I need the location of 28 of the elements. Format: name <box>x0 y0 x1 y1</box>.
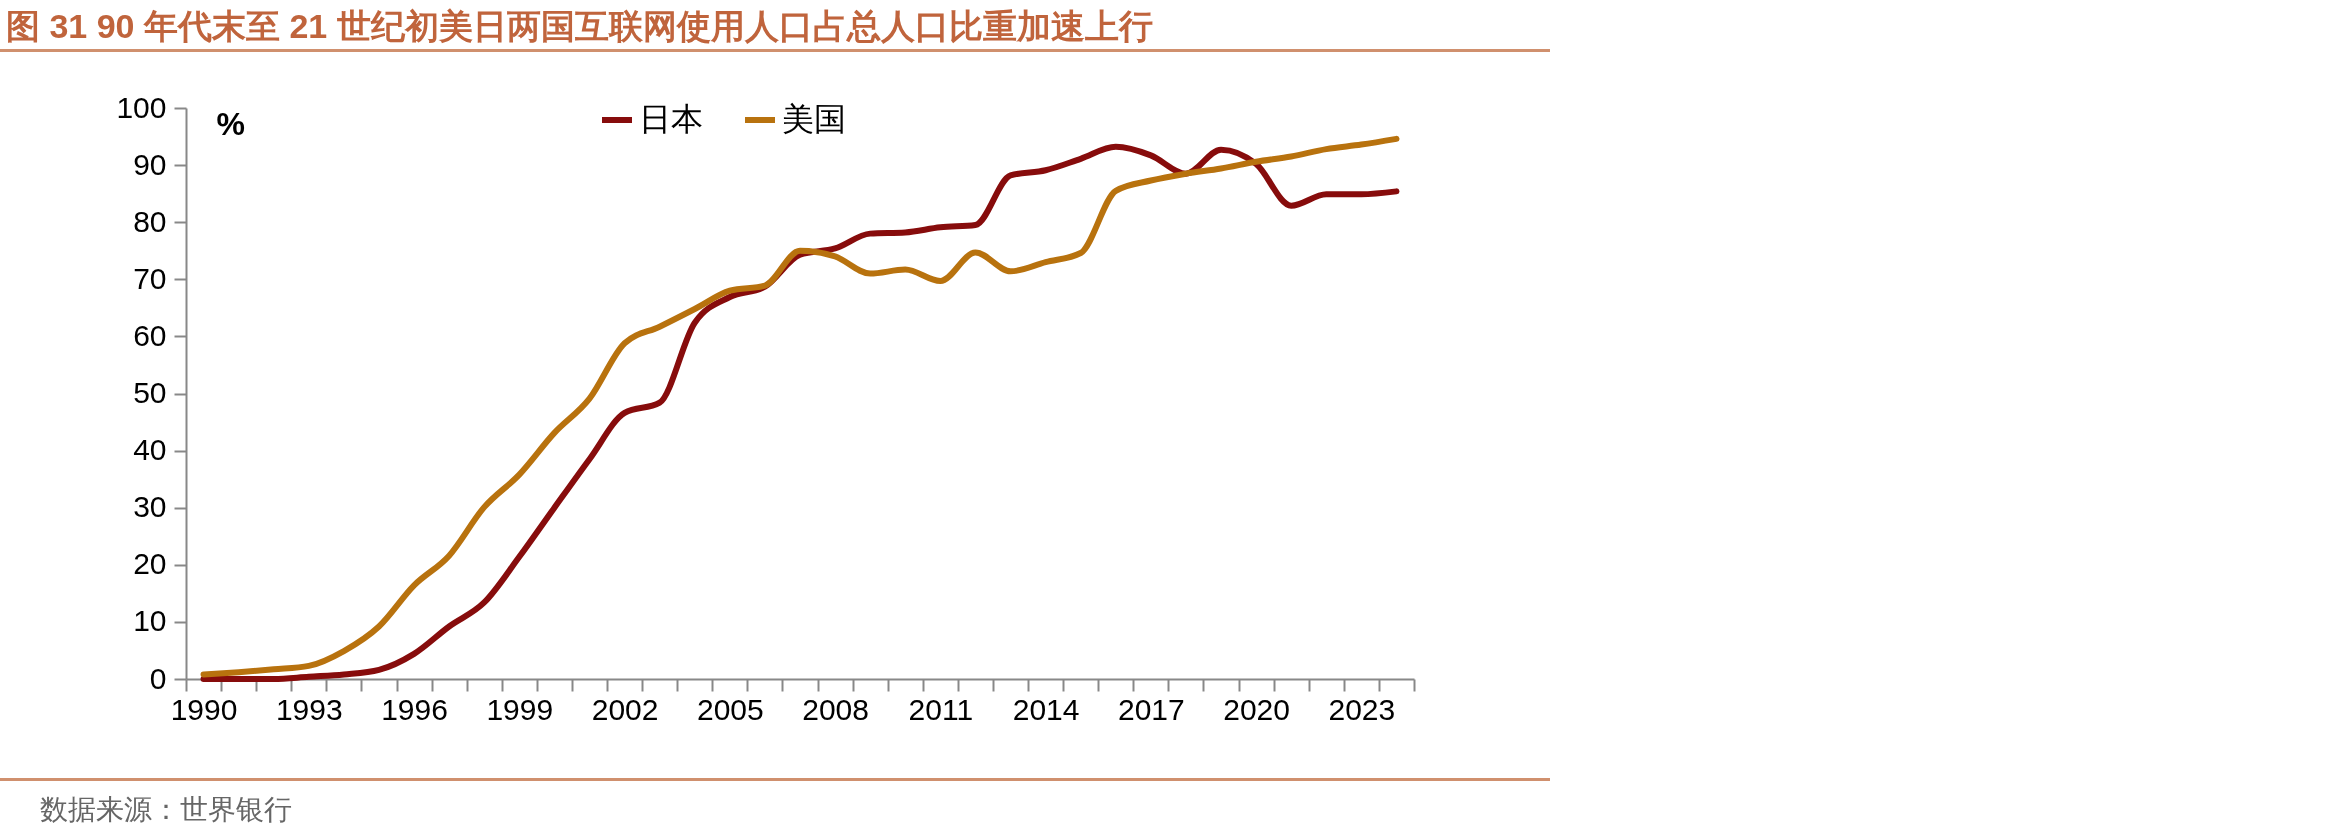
x-tick-label: 1999 <box>486 692 554 726</box>
x-tick-label: 2002 <box>591 692 659 726</box>
chart-title: 图 31 90 年代末至 21 世纪初美日两国互联网使用人口占总人口比重加速上行 <box>0 0 1550 52</box>
y-tick-label: 10 <box>133 604 167 638</box>
y-tick-label: 30 <box>133 490 167 524</box>
y-tick-label: 70 <box>133 261 167 295</box>
x-tick-label: 1990 <box>170 692 238 726</box>
y-tick-label: 60 <box>133 318 167 352</box>
x-tick-label: 2008 <box>802 692 869 726</box>
x-tick-label: 2020 <box>1223 692 1290 726</box>
x-tick-label: 2011 <box>908 692 974 726</box>
y-tick-label: 90 <box>133 147 167 181</box>
y-tick-label: 100 <box>116 90 167 124</box>
legend-label: 日本 <box>639 101 703 137</box>
x-tick-label: 1996 <box>381 692 448 726</box>
x-tick-label: 1993 <box>275 692 343 726</box>
legend-label: 美国 <box>782 101 846 137</box>
y-tick-label: 20 <box>133 547 167 581</box>
y-tick-label: 50 <box>133 376 167 409</box>
x-tick-label: 2023 <box>1328 692 1396 726</box>
y-tick-label: 0 <box>149 661 167 695</box>
source-note: 数据来源：世界银行 <box>0 778 1550 829</box>
y-tick-label: 80 <box>133 204 167 238</box>
x-tick-label: 2017 <box>1117 692 1185 726</box>
y-tick-label: 40 <box>133 433 167 467</box>
x-tick-label: 2005 <box>696 692 764 726</box>
y-axis-title: % <box>216 105 245 142</box>
x-tick-label: 2014 <box>1012 692 1080 726</box>
